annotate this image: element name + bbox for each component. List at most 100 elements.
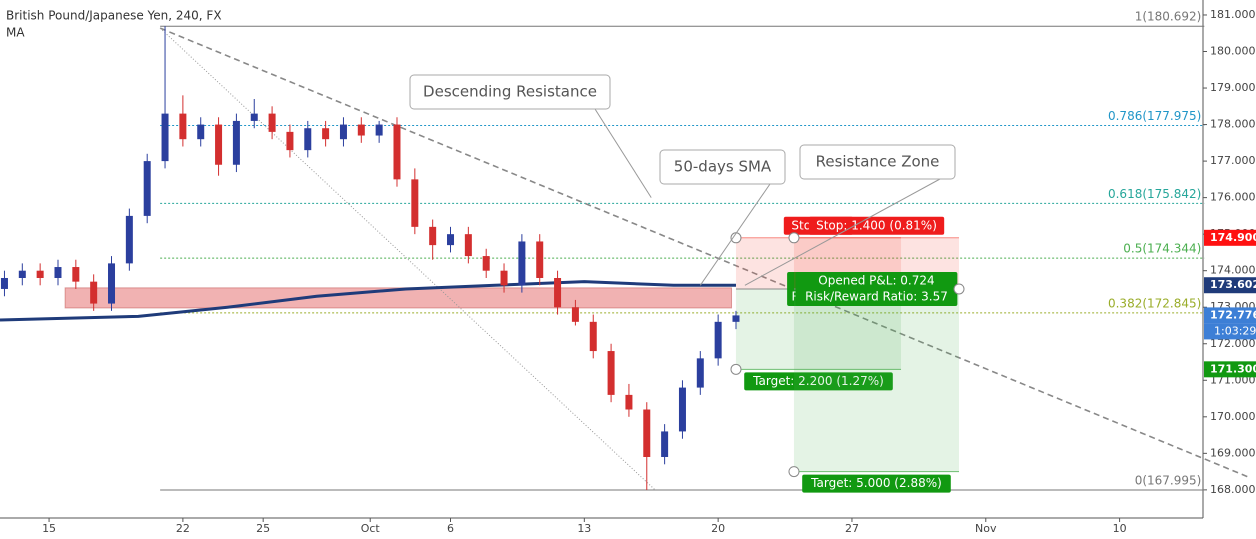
rr-label: Risk/Reward Ratio: 3.57 [805,289,948,303]
candle-body [197,124,205,140]
countdown-box [1204,323,1256,340]
candle-body [72,267,80,282]
y-tick-label: 170.000 [1210,410,1256,423]
candle-body [322,128,330,140]
candle-body [643,409,651,457]
candle-body [536,241,544,278]
trendline [159,27,656,491]
candle-body [357,124,365,136]
x-tick-label: 10 [1113,522,1127,535]
callout-text: 50-days SMA [674,158,772,176]
indicator-label: MA [6,26,25,40]
target-label-box [802,474,951,493]
candle-body [54,267,62,278]
countdown: 1:03:29 [1214,324,1256,337]
handle [953,283,965,295]
fib-label: 0.618(175.842) [1108,187,1201,201]
target-label-box [744,372,893,391]
callout-pointer [744,178,941,286]
y-tick-label: 178.000 [1210,118,1256,131]
fib-label: 0.5(174.344) [1123,242,1201,256]
target-zone [793,288,960,472]
price-tag [1204,307,1256,324]
y-tick-label: 176.000 [1210,191,1256,204]
y-tick-label: 169.000 [1210,446,1256,459]
candle-body [464,234,472,257]
candle-body [696,358,704,388]
y-tick-label: 177.000 [1210,154,1256,167]
candle-body [625,394,633,410]
stop-label-box [808,216,945,235]
x-tick-label: 27 [845,522,859,535]
candle-body [304,128,312,151]
candle-body [232,120,240,165]
pnl-label: Opened P&L: 0.724 [818,273,934,287]
price-tag-label: 173.602 [1210,278,1256,291]
candle-body [0,277,8,289]
callout-box [799,144,956,180]
handle [730,363,742,375]
fib-label: 1(180.692) [1135,10,1202,24]
callout-text: Resistance Zone [816,153,940,171]
candle-body [411,179,419,227]
y-tick-label: 168.000 [1210,483,1256,496]
candle-body [268,113,276,132]
price-tag-label: 174.900 [1210,231,1256,244]
candle-body [554,277,562,308]
trendline [159,27,1251,479]
y-tick-label: 174.000 [1210,264,1256,277]
x-tick-label: Nov [975,522,997,535]
candle-body [429,226,437,246]
x-tick-label: 13 [577,522,591,535]
candle-body [375,124,383,136]
candle-body [108,263,116,304]
pnl-box [795,271,958,306]
callout-box [659,149,786,185]
fib-label: 0.382(172.845) [1108,296,1201,310]
x-tick-label: 6 [447,522,454,535]
y-tick-label: 180.000 [1210,45,1256,58]
y-tick-label: 179.000 [1210,81,1256,94]
candle-body [161,113,169,162]
price-tag-label: 172.776 [1210,308,1256,321]
candle-body [286,131,294,151]
callout-box [409,74,611,110]
x-tick-label: 22 [176,522,190,535]
fib-label: 0.786(177.975) [1108,109,1201,123]
stop-label: Stop: 1.400 (0.81%) [816,218,937,232]
y-tick-label: 181.000 [1210,8,1256,21]
candle-body [143,161,151,216]
candle-body [36,270,44,278]
y-tick-label: 172.000 [1210,337,1256,350]
handle [788,232,800,244]
candle-body [518,241,526,286]
price-tag [1204,277,1256,294]
price-tag [1204,229,1256,246]
candle-body [215,124,223,165]
candle-body [732,315,740,322]
callout-pointer [699,183,771,286]
target-label: Target: 5.000 (2.88%) [810,476,942,490]
candle-body [179,113,187,140]
candle-body [714,321,722,359]
x-tick-label: 15 [42,522,56,535]
candle-body [90,281,98,304]
resistance-zone [64,287,733,309]
candle-body [339,124,347,140]
fib-label: 0(167.995) [1135,474,1202,488]
candle-body [18,270,26,278]
candle-body [250,113,258,121]
target-label: Target: 2.200 (1.27%) [752,374,884,388]
handle [788,466,800,478]
candle-body [500,270,508,286]
candle-body [125,215,133,264]
price-tag-label: 171.300 [1210,362,1256,375]
x-tick-label: 25 [256,522,270,535]
candle-body [661,431,669,457]
candle-body [678,387,686,432]
ma-line [0,280,736,322]
callout-pointer [594,108,652,198]
x-tick-label: 20 [711,522,725,535]
